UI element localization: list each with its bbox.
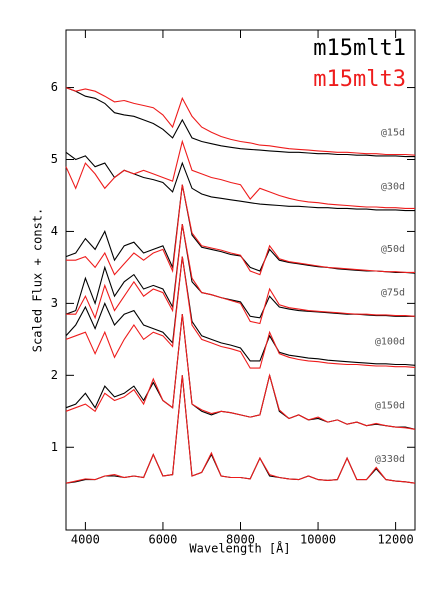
spectrum-line bbox=[65, 184, 416, 274]
legend-entry: m15mlt3 bbox=[313, 67, 406, 92]
spectrum-line bbox=[65, 314, 416, 430]
x-tick-label: 12000 bbox=[378, 533, 414, 547]
spectrum-line bbox=[65, 139, 415, 209]
epoch-label: @50d bbox=[381, 244, 405, 255]
spectrum-line bbox=[65, 375, 416, 484]
x-tick-label: 4000 bbox=[71, 533, 100, 547]
y-tick-label: 1 bbox=[51, 440, 58, 454]
spectrum-line bbox=[65, 314, 416, 430]
x-tick-label: 8000 bbox=[226, 533, 255, 547]
epoch-label: @15d bbox=[381, 128, 405, 139]
y-axis-title: Scaled Flux + const. bbox=[31, 208, 45, 353]
spectrum-line bbox=[65, 87, 416, 156]
spectrum-line bbox=[65, 151, 415, 212]
spectrum-line bbox=[65, 87, 415, 158]
epoch-label: @330d bbox=[375, 454, 405, 465]
y-tick-label: 2 bbox=[51, 368, 58, 382]
epoch-label: @100d bbox=[375, 336, 405, 347]
epoch-label: @75d bbox=[381, 287, 405, 298]
x-tick-label: 10000 bbox=[300, 533, 336, 547]
y-tick-label: 3 bbox=[51, 296, 58, 310]
x-axis-title: Wavelength [Å] bbox=[189, 541, 290, 556]
spectrum-line bbox=[65, 375, 416, 484]
spectrum-line bbox=[66, 224, 416, 325]
plot-frame bbox=[65, 29, 416, 531]
spectrum-line bbox=[66, 184, 415, 276]
y-tick-label: 6 bbox=[51, 80, 58, 94]
spectrum-line bbox=[65, 256, 416, 366]
epoch-label: @150d bbox=[375, 400, 405, 411]
epoch-label: @30d bbox=[381, 182, 405, 193]
y-tick-label: 4 bbox=[51, 224, 58, 238]
spectrum-line bbox=[65, 256, 416, 369]
legend-entry: m15mlt1 bbox=[313, 36, 406, 61]
x-tick-label: 6000 bbox=[148, 533, 177, 547]
y-tick-label: 5 bbox=[51, 152, 58, 166]
